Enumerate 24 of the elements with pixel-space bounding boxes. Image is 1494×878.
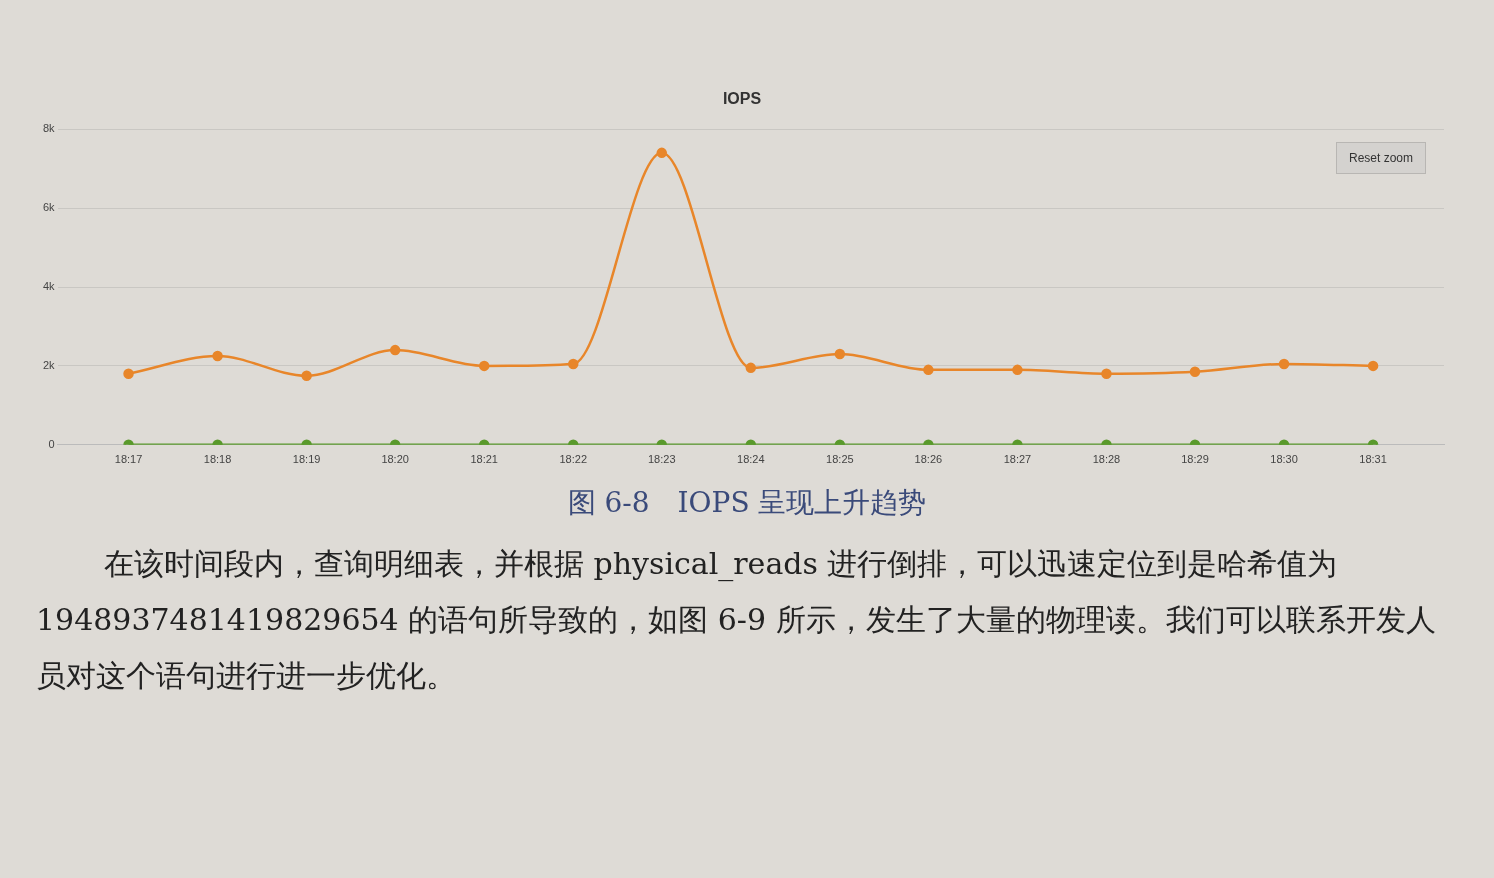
chart-title: IOPS xyxy=(722,90,762,108)
x-tick-label: 18:17 xyxy=(114,453,143,466)
x-tick-label: 18:26 xyxy=(914,453,943,466)
x-tick-label: 18:21 xyxy=(470,453,498,466)
caption: 图 6-8 IOPS 呈现上升趋势 xyxy=(566,485,928,521)
x-tick-label: 18:22 xyxy=(559,453,588,466)
x-tick-label: 18:25 xyxy=(826,453,854,466)
y-tick-label: 6k xyxy=(42,201,56,214)
y-tick-label: 4k xyxy=(42,280,56,293)
x-tick-label: 18:19 xyxy=(292,453,321,466)
x-tick-label: 18:27 xyxy=(1003,453,1032,466)
x-tick-label: 18:18 xyxy=(203,453,232,466)
x-tick-label: 18:31 xyxy=(1359,453,1387,466)
x-tick-label: 18:28 xyxy=(1092,453,1121,466)
x-tick-label: 18:24 xyxy=(737,453,765,466)
x-tick-label: 18:30 xyxy=(1270,453,1298,466)
x-tick-label: 18:23 xyxy=(647,453,676,466)
y-tick-label: 2k xyxy=(42,358,56,371)
x-tick-label: 18:20 xyxy=(381,453,409,466)
text: 在该时间段内，查询明细表，并根据 physical_reads 进行倒排，可以迅速定位到是哈希值为 1948937481419829654 的语句所导致的，如图 6-9 所示，发生了大量的物理读。我们可以联系开发人员对这个语句进行进一步优化。 xyxy=(36,545,1437,695)
y-tick-label: 0 xyxy=(48,437,55,450)
annotation: Reset zoom xyxy=(1335,142,1426,174)
y-tick-label: 8k xyxy=(42,122,56,135)
x-tick-label: 18:29 xyxy=(1181,453,1209,466)
